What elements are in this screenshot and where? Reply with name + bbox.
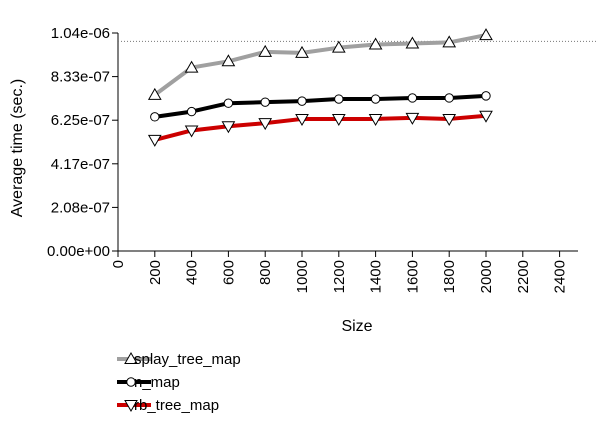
x-tick-label: 800 xyxy=(257,260,274,285)
data-point xyxy=(147,134,162,147)
data-point xyxy=(295,45,309,58)
legend-marker xyxy=(124,400,138,413)
data-point xyxy=(334,94,344,104)
x-tick-label: 1000 xyxy=(294,260,311,293)
legend-item: n_map xyxy=(117,374,180,391)
data-point xyxy=(407,93,418,103)
legend: splay_tree_map n_map rb_tree_map xyxy=(117,351,241,414)
data-point xyxy=(147,87,162,100)
series-rb_tree_map xyxy=(147,110,493,147)
legend-item: splay_tree_map xyxy=(117,351,241,368)
data-point xyxy=(442,35,457,48)
x-tick-label: 1800 xyxy=(441,260,458,293)
series-line xyxy=(154,113,487,142)
axes xyxy=(117,33,578,252)
tick-labels: 0.00e+00 2.08e-07 4.17e-07 6.25e-07 8.33e-07… xyxy=(47,25,569,293)
data-point xyxy=(221,54,236,67)
data-point xyxy=(184,60,199,73)
data-point xyxy=(368,113,383,126)
legend-marker xyxy=(124,351,138,364)
data-point xyxy=(442,113,457,126)
x-tick-label: 1400 xyxy=(368,260,385,293)
data-point xyxy=(405,36,420,49)
series-splay_tree_map xyxy=(147,28,493,100)
legend-label: n_map xyxy=(134,374,180,391)
x-tick-label: 400 xyxy=(184,260,201,285)
data-point xyxy=(479,110,493,123)
x-tick-label: 0 xyxy=(110,260,127,268)
data-point xyxy=(370,94,381,104)
series-n_map xyxy=(150,91,491,122)
data-point xyxy=(184,125,199,138)
data-point xyxy=(368,37,383,50)
data-point xyxy=(221,121,236,134)
series-line xyxy=(154,93,487,119)
data-point xyxy=(481,91,491,101)
x-axis-label: Size xyxy=(341,318,372,335)
data-point xyxy=(405,112,420,125)
x-tick-label: 200 xyxy=(147,260,164,285)
y-tick-label: 1.04e-06 xyxy=(51,25,110,42)
data-point xyxy=(331,113,346,126)
y-tick-label: 8.33e-07 xyxy=(51,69,110,86)
legend-label: rb_tree_map xyxy=(134,397,219,414)
x-tick-label: 2200 xyxy=(515,260,532,293)
data-point xyxy=(331,40,346,53)
series-group xyxy=(147,28,493,147)
series-line xyxy=(153,33,487,97)
data-point xyxy=(295,113,309,126)
y-tick-label: 2.08e-07 xyxy=(51,199,110,216)
y-tick-label: 0.00e+00 xyxy=(47,243,110,260)
x-tick-label: 600 xyxy=(220,260,237,285)
data-point xyxy=(297,96,307,106)
y-axis-label: Average time (sec.) xyxy=(9,79,26,217)
x-tick-label: 1600 xyxy=(404,260,421,293)
data-point xyxy=(260,97,270,107)
data-point xyxy=(444,93,454,103)
x-tick-label: 2400 xyxy=(552,260,569,293)
data-point xyxy=(258,44,273,57)
y-tick-label: 6.25e-07 xyxy=(51,112,110,129)
data-point xyxy=(186,106,197,117)
legend-item: rb_tree_map xyxy=(117,397,219,414)
data-point xyxy=(479,28,493,41)
data-point xyxy=(223,98,234,108)
x-tick-label: 2000 xyxy=(478,260,495,293)
legend-label: splay_tree_map xyxy=(134,351,241,368)
data-point xyxy=(258,118,273,131)
x-tick-label: 1200 xyxy=(331,260,348,293)
data-point xyxy=(150,112,160,122)
legend-marker xyxy=(126,377,136,387)
y-tick-label: 4.17e-07 xyxy=(51,156,110,173)
